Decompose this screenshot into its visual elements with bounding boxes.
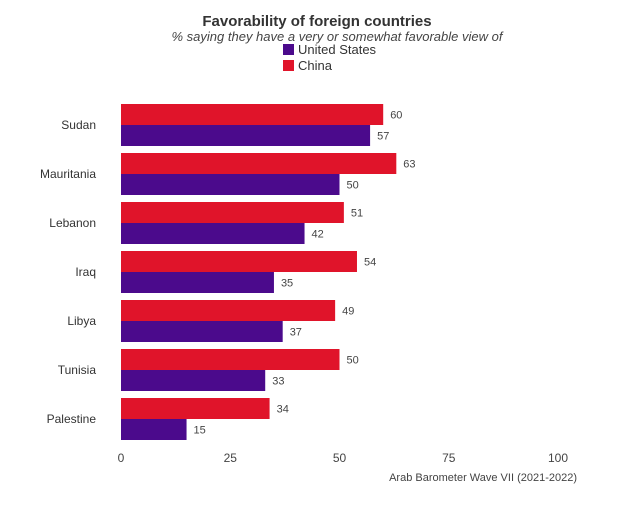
bar-china-iraq — [121, 251, 357, 272]
category-label-tunisia: Tunisia — [58, 363, 97, 377]
value-label-us-sudan: 57 — [377, 131, 389, 143]
bar-us-tunisia — [121, 370, 266, 391]
chart-title: Favorability of foreign countries — [202, 13, 431, 30]
bar-us-iraq — [121, 272, 274, 293]
bar-us-libya — [121, 321, 283, 342]
bar-china-tunisia — [121, 349, 340, 370]
value-label-china-libya: 49 — [342, 306, 354, 318]
bar-us-lebanon — [121, 223, 305, 244]
category-label-iraq: Iraq — [75, 265, 96, 279]
category-label-mauritania: Mauritania — [40, 167, 96, 181]
value-label-china-sudan: 60 — [390, 110, 402, 122]
value-label-us-lebanon: 42 — [312, 229, 324, 241]
bar-china-libya — [121, 300, 336, 321]
x-axis: 0 25 50 75 100 — [118, 451, 569, 465]
bar-china-palestine — [121, 398, 270, 419]
x-tick-label-100: 100 — [548, 451, 568, 465]
category-label-palestine: Palestine — [47, 412, 97, 426]
legend-label-united-states: United States — [298, 42, 377, 57]
value-label-us-palestine: 15 — [194, 425, 206, 437]
x-tick-label-0: 0 — [118, 451, 125, 465]
legend-swatch-china — [283, 60, 294, 71]
source-note: Arab Barometer Wave VII (2021-2022) — [389, 472, 577, 484]
value-label-china-lebanon: 51 — [351, 208, 363, 220]
x-tick-label-25: 25 — [224, 451, 238, 465]
value-label-us-libya: 37 — [290, 327, 302, 339]
bar-china-sudan — [121, 104, 384, 125]
legend-swatch-united-states — [283, 44, 294, 55]
value-label-china-tunisia: 50 — [347, 355, 359, 367]
bar-china-mauritania — [121, 153, 397, 174]
bar-china-lebanon — [121, 202, 344, 223]
legend-label-china: China — [298, 58, 333, 73]
x-tick-label-50: 50 — [333, 451, 347, 465]
category-label-sudan: Sudan — [61, 118, 96, 132]
category-label-libya: Libya — [67, 314, 96, 328]
chart-subtitle: % saying they have a very or somewhat fa… — [172, 29, 504, 44]
value-label-us-iraq: 35 — [281, 278, 293, 290]
value-label-us-tunisia: 33 — [272, 376, 284, 388]
category-label-lebanon: Lebanon — [49, 216, 96, 230]
x-tick-label-75: 75 — [442, 451, 456, 465]
value-label-china-palestine: 34 — [277, 404, 289, 416]
value-label-china-mauritania: 63 — [403, 159, 415, 171]
value-label-us-mauritania: 50 — [347, 180, 359, 192]
bar-us-palestine — [121, 419, 187, 440]
bar-us-sudan — [121, 125, 371, 146]
value-label-china-iraq: 54 — [364, 257, 376, 269]
bar-us-mauritania — [121, 174, 340, 195]
